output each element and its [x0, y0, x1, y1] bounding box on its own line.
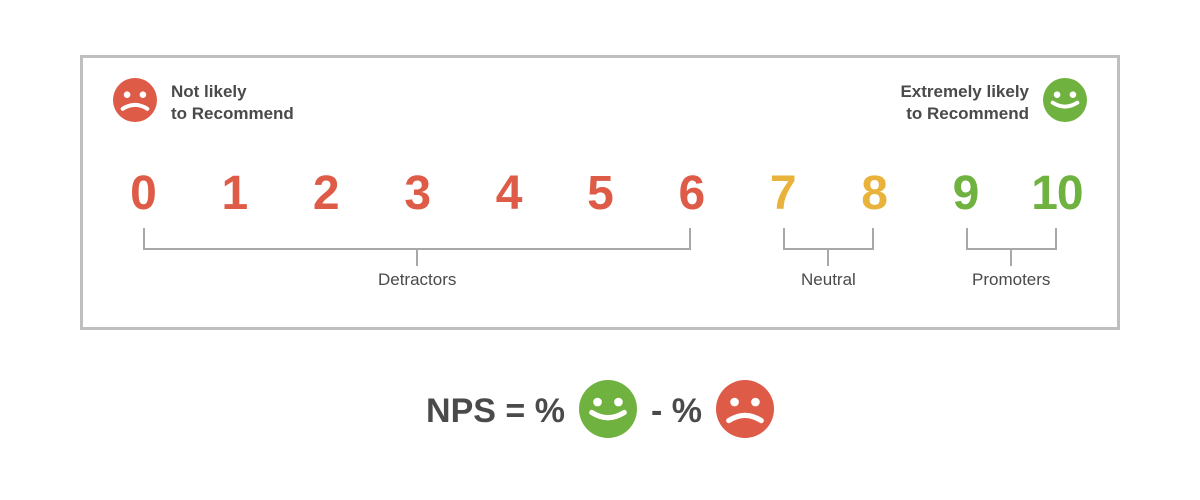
scale-number-6: 6: [661, 166, 721, 221]
nps-formula: NPS = % - %: [0, 380, 1200, 443]
bracket-detractors: [143, 228, 691, 250]
header-left-text: Not likely to Recommend: [171, 81, 294, 124]
group-brackets: Detractors Neutral Promoters: [113, 228, 1087, 298]
header-left-line2: to Recommend: [171, 103, 294, 124]
happy-face-icon: [1043, 78, 1087, 127]
header-right: Extremely likely to Recommend: [900, 78, 1087, 127]
bracket-promoters: [966, 228, 1057, 250]
bracket-label-promoters: Promoters: [972, 270, 1050, 290]
formula-middle: - %: [651, 392, 702, 431]
scale-number-0: 0: [113, 166, 173, 221]
scale-number-9: 9: [936, 166, 996, 221]
bracket-label-detractors: Detractors: [378, 270, 456, 290]
scale-number-1: 1: [204, 166, 264, 221]
header-right-text: Extremely likely to Recommend: [900, 81, 1029, 124]
scale-number-2: 2: [296, 166, 356, 221]
formula-prefix: NPS = %: [426, 392, 565, 431]
header-left: Not likely to Recommend: [113, 78, 294, 127]
happy-face-icon: [579, 380, 637, 443]
nps-scale: 0123456789 10: [113, 163, 1087, 223]
bracket-label-neutral: Neutral: [801, 270, 856, 290]
bracket-neutral: [783, 228, 874, 250]
scale-number-4: 4: [479, 166, 539, 221]
scale-number-10: 10: [1027, 166, 1087, 221]
scale-number-7: 7: [753, 166, 813, 221]
header-left-line1: Not likely: [171, 81, 294, 102]
scale-number-8: 8: [844, 166, 904, 221]
scale-number-5: 5: [570, 166, 630, 221]
sad-face-icon: [716, 380, 774, 443]
header-right-line2: to Recommend: [900, 103, 1029, 124]
nps-panel: Not likely to Recommend Extremely likely…: [80, 55, 1120, 330]
sad-face-icon: [113, 78, 157, 127]
header-right-line1: Extremely likely: [900, 81, 1029, 102]
scale-number-3: 3: [387, 166, 447, 221]
